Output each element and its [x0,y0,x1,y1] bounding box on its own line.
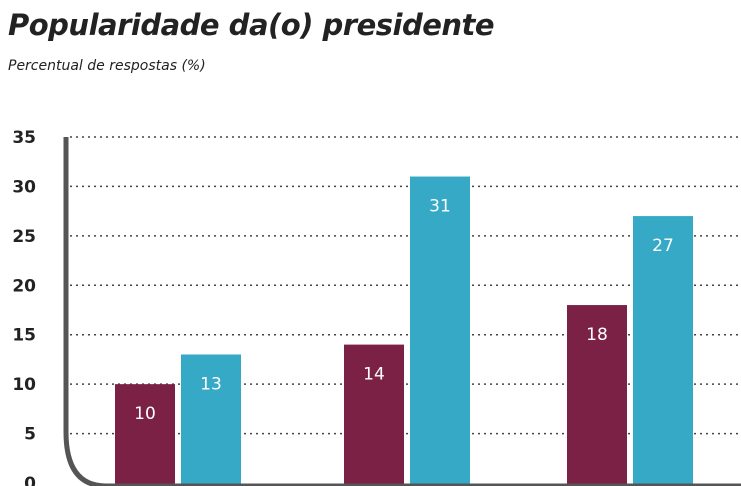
y-axis-tick-labels: 0 5 10 15 20 25 30 35 [12,128,36,486]
bar-series-1 [567,305,627,486]
chart-subtitle: Percentual de respostas (%) [8,58,206,74]
chart-title: Popularidade da(o) presidente [8,8,495,42]
bar-series-2 [410,176,470,486]
gridlines [70,136,741,435]
bar-value-label: 31 [429,197,451,217]
y-tick-label: 0 [24,474,36,486]
bar-value-label: 13 [200,374,222,394]
bar-series-2 [181,354,241,486]
bar-value-label: 18 [586,325,608,345]
bar-value-label: 14 [363,365,385,385]
y-tick-label: 35 [12,128,36,148]
bar-value-labels: 10 14 18 13 31 27 [134,197,674,425]
bar-series-1 [344,344,404,486]
y-tick-label: 20 [12,276,36,296]
bar-value-label: 10 [134,404,156,424]
y-tick-label: 10 [12,375,36,395]
bars [115,176,693,486]
y-tick-label: 30 [12,177,36,197]
bar-value-label: 27 [652,236,674,256]
bar-series-1 [115,384,175,486]
bar-series-2 [633,216,693,486]
y-tick-label: 5 [24,425,36,445]
y-tick-label: 25 [12,227,36,247]
y-tick-label: 15 [12,326,36,346]
